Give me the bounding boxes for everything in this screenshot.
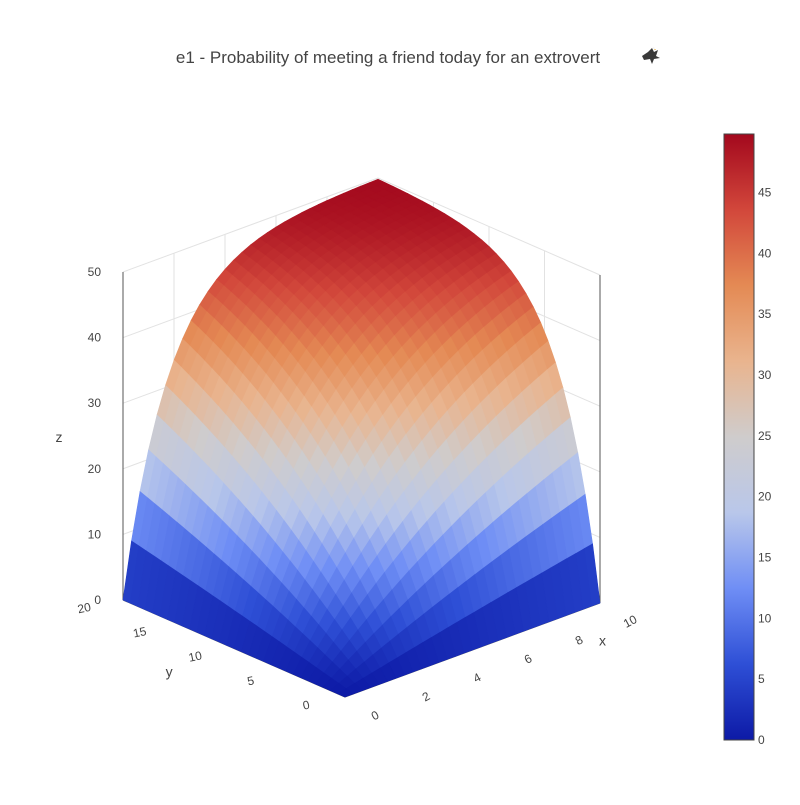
colorbar-tick-label: 35 bbox=[758, 307, 772, 321]
x-axis-title: x bbox=[599, 632, 606, 648]
colorbar-tick-label: 5 bbox=[758, 672, 765, 686]
colorbar-tick-label: 10 bbox=[758, 611, 772, 625]
z-tick-label: 50 bbox=[88, 265, 102, 279]
colorbar-tick-label: 20 bbox=[758, 490, 772, 504]
y-tick-label: 20 bbox=[76, 600, 92, 617]
colorbar-tick-label: 15 bbox=[758, 550, 772, 564]
colorbar-tick-label: 25 bbox=[758, 429, 772, 443]
y-tick-label: 0 bbox=[301, 697, 311, 712]
surface-layer bbox=[122, 178, 601, 698]
colorbar-tick-label: 0 bbox=[758, 733, 765, 747]
y-tick-label: 15 bbox=[132, 624, 148, 641]
x-tick-label: 10 bbox=[621, 612, 640, 631]
y-tick-label: 5 bbox=[246, 673, 256, 688]
x-tick-label: 2 bbox=[420, 689, 433, 705]
y-axis-title: y bbox=[166, 663, 173, 679]
colorbar-gradient bbox=[723, 133, 755, 741]
z-tick-label: 10 bbox=[88, 527, 102, 541]
x-tick-label: 4 bbox=[471, 670, 484, 686]
colorbar-tick-label: 45 bbox=[758, 185, 772, 199]
z-axis-title: z bbox=[56, 429, 63, 445]
colorbar-tick-label: 40 bbox=[758, 246, 772, 260]
colorbar: 0 5 10 15 20 25 30 35 40 45 bbox=[723, 133, 772, 747]
eagle-icon bbox=[642, 47, 660, 64]
x-tick-label: 8 bbox=[573, 632, 586, 648]
z-tick-label: 0 bbox=[94, 593, 101, 607]
wall-grid-line bbox=[122, 177, 379, 273]
surface-patch bbox=[336, 688, 355, 698]
y-tick-label: 10 bbox=[187, 648, 203, 665]
x-tick-label: 6 bbox=[522, 651, 535, 667]
z-tick-label: 40 bbox=[88, 331, 102, 345]
chart-title: e1 - Probability of meeting a friend tod… bbox=[176, 48, 601, 67]
z-tick-label: 20 bbox=[88, 462, 102, 476]
z-tick-label: 30 bbox=[88, 396, 102, 410]
x-tick-label: 0 bbox=[369, 708, 382, 724]
colorbar-tick-label: 30 bbox=[758, 368, 772, 382]
